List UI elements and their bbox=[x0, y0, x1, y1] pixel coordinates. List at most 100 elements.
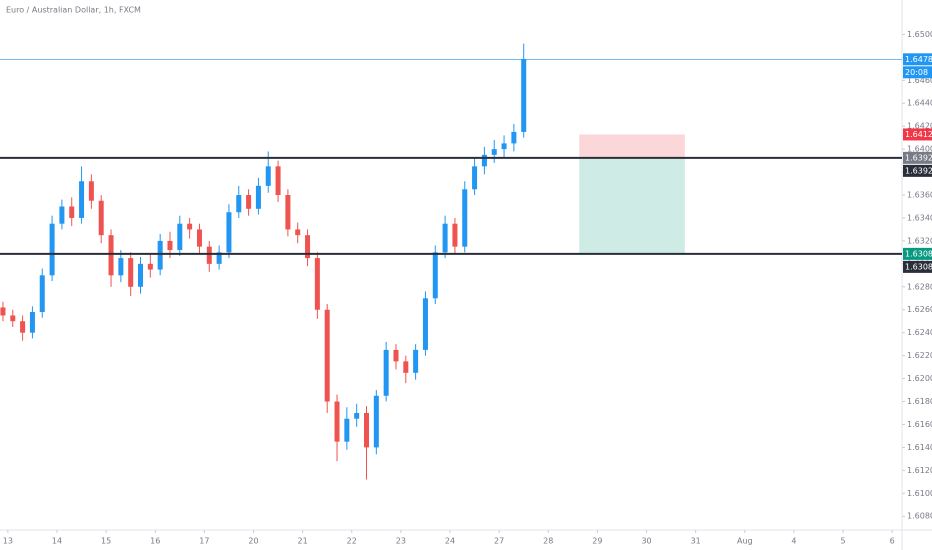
candle-body bbox=[29, 312, 35, 333]
y-tick-label: 1.61400 bbox=[907, 443, 932, 452]
last-price-label: 1.64783 bbox=[905, 55, 932, 64]
candle-body bbox=[354, 412, 360, 419]
y-tick-label: 1.62000 bbox=[907, 374, 932, 383]
countdown-label-bg bbox=[903, 66, 932, 79]
candle-body bbox=[20, 321, 26, 333]
entry-label-bg bbox=[903, 151, 932, 164]
candle-body bbox=[413, 349, 419, 373]
target-label: 1.63087 bbox=[905, 249, 932, 258]
y-tick-label: 1.62400 bbox=[907, 328, 932, 337]
y-tick-label: 1.61200 bbox=[907, 466, 932, 475]
candle-body bbox=[324, 309, 330, 402]
stop-zone bbox=[579, 134, 685, 158]
candle-body bbox=[285, 195, 291, 230]
candle-body bbox=[226, 212, 232, 253]
candle-body bbox=[314, 258, 320, 310]
y-tick-label: 1.63200 bbox=[907, 236, 932, 245]
candle-body bbox=[363, 412, 369, 448]
candle-body bbox=[265, 166, 271, 186]
candle-body bbox=[305, 235, 311, 259]
y-tick-label: 1.62800 bbox=[907, 282, 932, 291]
candle-body bbox=[69, 206, 75, 218]
y-tick-label: 1.64600 bbox=[907, 76, 932, 85]
candle-body bbox=[216, 252, 222, 264]
x-tick-label: 29 bbox=[592, 537, 602, 546]
candle-body bbox=[118, 258, 124, 276]
candle-body bbox=[187, 223, 193, 230]
hline-label-bg bbox=[903, 260, 932, 273]
candle-body bbox=[0, 307, 6, 316]
x-tick-label: 14 bbox=[52, 537, 62, 546]
y-tick-label: 1.61800 bbox=[907, 397, 932, 406]
candle-body bbox=[167, 240, 173, 251]
candle-body bbox=[491, 149, 497, 155]
candle-body bbox=[79, 181, 85, 218]
x-tick-label: 15 bbox=[101, 537, 111, 546]
chart-title: Euro / Australian Dollar, 1h, FXCM bbox=[6, 6, 141, 15]
candle-body bbox=[472, 166, 478, 190]
candle-body bbox=[432, 252, 438, 299]
candle-body bbox=[236, 195, 242, 213]
candle-body bbox=[108, 235, 114, 276]
candle-body bbox=[246, 195, 252, 209]
x-tick-label: 20 bbox=[248, 537, 258, 546]
candle-body bbox=[10, 315, 16, 322]
candle-body bbox=[88, 181, 94, 201]
y-tick-label: 1.63600 bbox=[907, 191, 932, 200]
candle-body bbox=[59, 206, 65, 224]
target-label-bg bbox=[903, 247, 932, 260]
candle-body bbox=[334, 401, 340, 442]
candle-body bbox=[128, 258, 134, 287]
x-tick-label: 17 bbox=[199, 537, 209, 546]
y-tick-label: 1.65000 bbox=[907, 30, 932, 39]
x-tick-label: 4 bbox=[791, 537, 796, 546]
x-tick-label: 13 bbox=[3, 537, 13, 546]
x-tick-label: 16 bbox=[150, 537, 160, 546]
x-tick-label: 21 bbox=[298, 537, 308, 546]
x-tick-label: 28 bbox=[543, 537, 553, 546]
y-tick-label: 1.64200 bbox=[907, 122, 932, 131]
candle-body bbox=[157, 240, 163, 270]
target-zone bbox=[579, 157, 685, 254]
candle-body bbox=[393, 349, 399, 362]
stop-label-bg bbox=[903, 128, 932, 141]
candle-body bbox=[521, 59, 527, 132]
candle-body bbox=[383, 349, 389, 396]
candle-body bbox=[373, 395, 379, 448]
candle-body bbox=[344, 418, 350, 442]
y-tick-label: 1.64000 bbox=[907, 145, 932, 154]
y-tick-label: 1.62600 bbox=[907, 305, 932, 314]
countdown-label: 20:08 bbox=[905, 68, 928, 77]
x-tick-label: 22 bbox=[347, 537, 357, 546]
candle-body bbox=[275, 166, 281, 196]
candle-body bbox=[403, 361, 409, 373]
y-tick-label: 1.60800 bbox=[907, 512, 932, 521]
candle-body bbox=[138, 263, 144, 287]
candle-body bbox=[452, 223, 458, 247]
y-tick-label: 1.63400 bbox=[907, 213, 932, 222]
y-tick-label: 1.61000 bbox=[907, 489, 932, 498]
candle-body bbox=[295, 229, 301, 236]
x-tick-label: 23 bbox=[396, 537, 406, 546]
x-tick-label: Aug bbox=[737, 537, 753, 546]
candle-body bbox=[177, 223, 183, 251]
candle-body bbox=[206, 246, 212, 264]
x-tick-label: 6 bbox=[890, 537, 895, 546]
hline-label: 1.63087 bbox=[905, 262, 932, 271]
x-tick-label: 27 bbox=[494, 537, 504, 546]
candle-body bbox=[462, 189, 468, 247]
entry-label: 1.63924 bbox=[905, 153, 932, 162]
hline-label-bg bbox=[903, 164, 932, 177]
candle-body bbox=[481, 154, 487, 167]
candle-body bbox=[49, 223, 55, 276]
candle-body bbox=[196, 229, 202, 247]
x-tick-label: 31 bbox=[691, 537, 701, 546]
candle-body bbox=[511, 131, 517, 144]
candle-body bbox=[39, 275, 45, 313]
candle-body bbox=[98, 200, 104, 236]
x-tick-label: 5 bbox=[840, 537, 845, 546]
y-tick-label: 1.61600 bbox=[907, 420, 932, 429]
y-tick-label: 1.64400 bbox=[907, 99, 932, 108]
stop-label: 1.64128 bbox=[905, 130, 932, 139]
x-tick-label: 24 bbox=[445, 537, 455, 546]
